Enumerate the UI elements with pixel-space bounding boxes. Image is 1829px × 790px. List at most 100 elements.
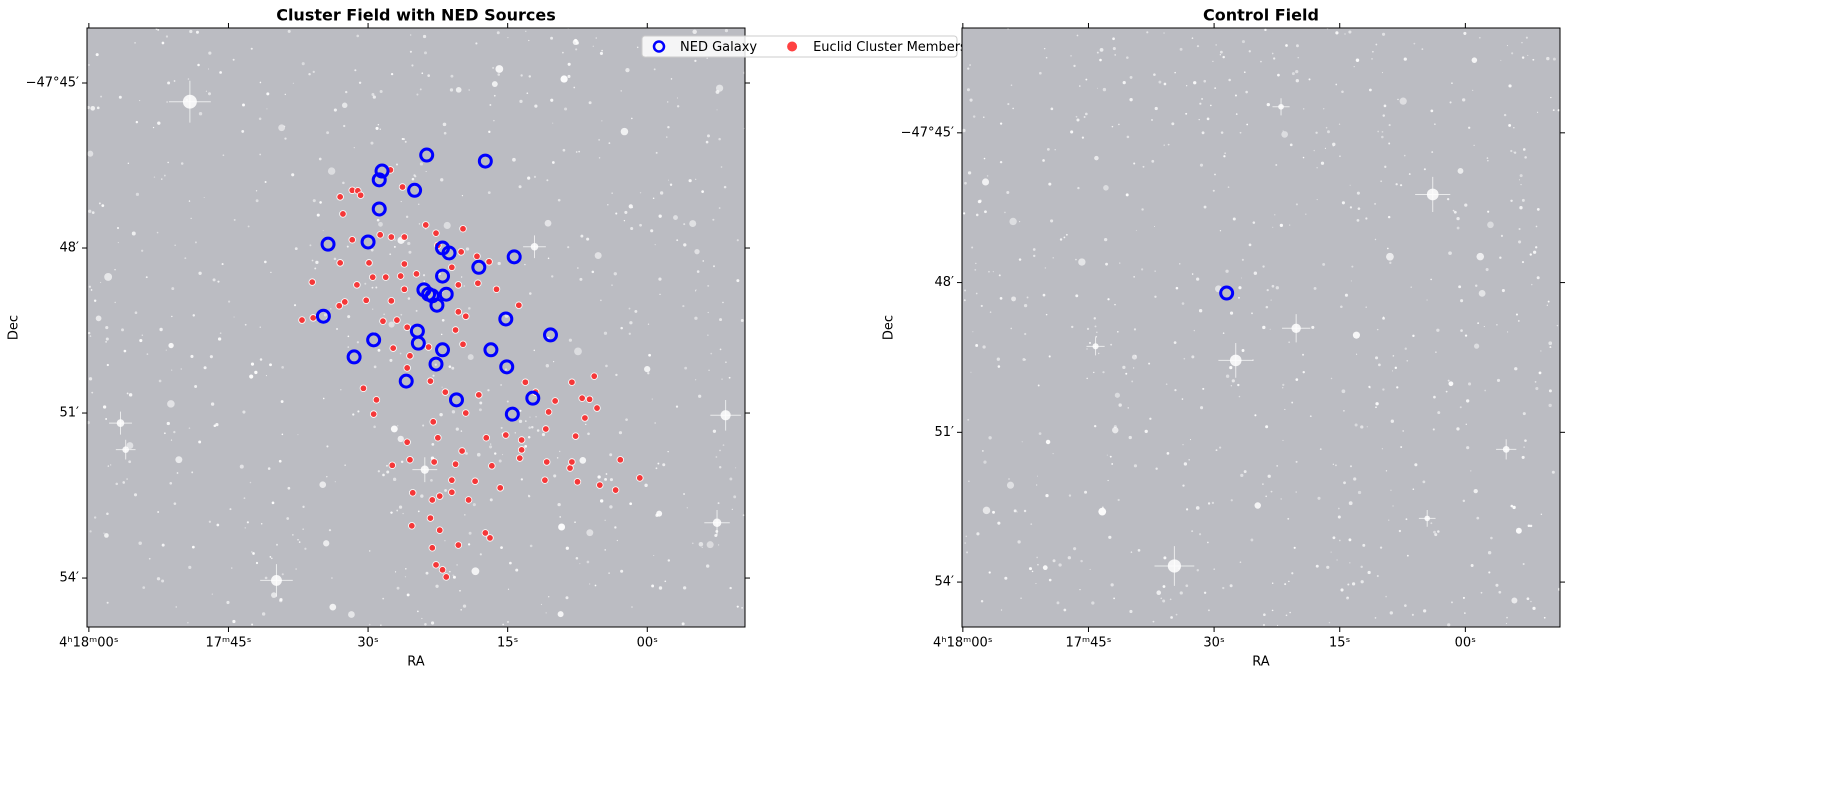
background-source: [722, 301, 724, 304]
background-source: [556, 457, 559, 459]
background-source: [1350, 280, 1352, 282]
background-source: [536, 429, 540, 432]
background-source: [488, 130, 491, 134]
background-source: [1030, 523, 1033, 525]
background-source: [1039, 71, 1042, 75]
background-source: [418, 223, 421, 225]
background-source: [116, 226, 120, 230]
background-source: [1179, 47, 1183, 51]
background-source: [528, 495, 531, 498]
cluster-member-point: [611, 486, 620, 494]
background-source: [1474, 284, 1478, 287]
background-source: [1332, 145, 1334, 147]
ned-galaxy-marker: [498, 311, 514, 327]
background-source: [1495, 583, 1499, 587]
star-spike: [168, 80, 211, 123]
background-source: [1395, 183, 1398, 186]
legend-marker: [652, 40, 666, 53]
background-source: [1382, 316, 1385, 318]
background-source: [89, 335, 92, 337]
background-source: [431, 442, 435, 446]
background-source: [998, 274, 1001, 277]
background-source: [1459, 406, 1462, 409]
cluster-member-point: [426, 377, 435, 385]
background-source: [239, 464, 244, 469]
background-source: [736, 605, 739, 608]
background-source: [430, 621, 435, 625]
background-source: [1203, 591, 1207, 594]
background-source: [1227, 186, 1230, 188]
background-source: [386, 464, 388, 467]
background-source: [439, 412, 443, 417]
background-source: [1474, 343, 1480, 349]
background-source: [1191, 355, 1195, 359]
background-source: [377, 348, 381, 352]
background-source: [1357, 490, 1362, 495]
background-source: [278, 124, 286, 132]
background-source: [175, 456, 183, 464]
background-source: [115, 482, 119, 486]
background-source: [161, 579, 165, 583]
background-source: [1052, 257, 1054, 259]
background-source: [1466, 399, 1470, 403]
cluster-member-point: [459, 225, 467, 233]
background-source: [541, 433, 546, 437]
cluster-member-point: [482, 434, 490, 442]
background-source: [1529, 253, 1532, 256]
background-source: [1188, 459, 1190, 461]
background-source: [123, 349, 127, 353]
background-source: [1456, 427, 1460, 431]
background-source: [1267, 474, 1271, 478]
background-source: [388, 321, 395, 328]
background-source: [1017, 540, 1021, 544]
background-source: [1305, 213, 1307, 215]
background-source: [373, 425, 376, 429]
chart-title: Cluster Field with NED Sources: [276, 6, 556, 25]
background-source: [509, 561, 512, 565]
background-source: [557, 502, 561, 507]
background-source: [575, 151, 578, 153]
background-source: [1448, 251, 1452, 256]
background-source: [580, 234, 584, 238]
background-source: [579, 563, 581, 565]
background-source: [723, 185, 727, 189]
background-source: [222, 154, 225, 157]
background-source: [1254, 414, 1257, 417]
background-source: [1521, 198, 1525, 202]
background-source: [1213, 568, 1216, 570]
ned-galaxy-marker: [483, 342, 499, 358]
background-source: [662, 463, 666, 467]
background-source: [654, 422, 656, 424]
background-source: [1011, 296, 1017, 302]
background-source: [653, 554, 655, 557]
background-source: [545, 364, 550, 368]
background-source: [1063, 236, 1066, 239]
background-source: [1381, 32, 1386, 36]
background-source: [425, 571, 429, 575]
background-source: [449, 571, 451, 573]
background-source: [1356, 191, 1360, 195]
background-source: [713, 265, 715, 268]
background-source: [1154, 295, 1157, 298]
background-source: [620, 127, 629, 136]
background-source: [166, 421, 170, 426]
background-source: [1328, 621, 1331, 624]
background-source: [405, 215, 409, 219]
background-source: [1480, 591, 1483, 594]
background-source: [1099, 58, 1102, 62]
background-source: [506, 400, 509, 403]
background-source: [304, 547, 307, 550]
background-source: [242, 410, 246, 414]
background-source: [1093, 371, 1095, 374]
background-source: [1110, 583, 1114, 587]
background-source: [91, 211, 95, 214]
background-source: [1355, 353, 1358, 355]
background-source: [1207, 609, 1210, 612]
image-background: [962, 28, 1560, 627]
background-source: [126, 478, 128, 480]
background-source: [1551, 470, 1555, 474]
background-source: [88, 209, 92, 213]
cluster-member-point: [387, 297, 396, 305]
background-source: [244, 323, 247, 326]
